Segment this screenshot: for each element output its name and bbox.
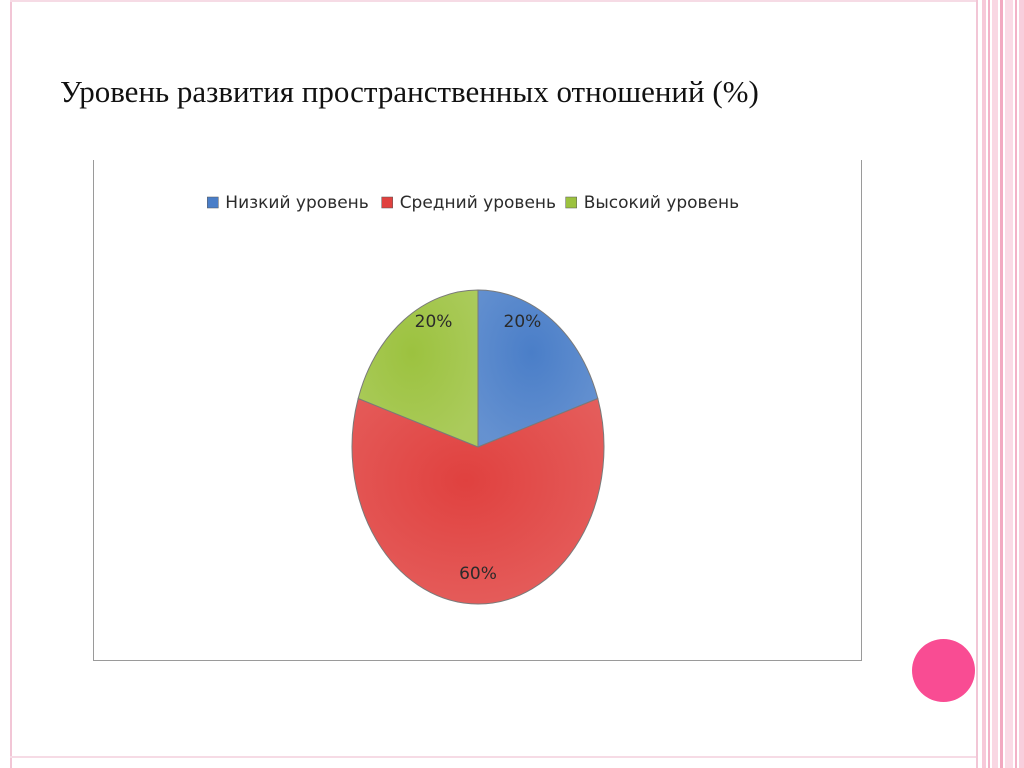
legend-swatch-medium xyxy=(381,196,393,209)
pie-slice-low xyxy=(477,289,599,448)
legend-label-high: Высокий уровень xyxy=(584,193,739,213)
chart-legend: Низкий уровень Средний уровень Высокий уро… xyxy=(207,193,739,213)
pie-slice-medium xyxy=(351,397,605,605)
decorative-stripes xyxy=(982,0,1024,768)
legend-label-low: Низкий уровень xyxy=(225,193,369,213)
slide-title: Уровень развития пространственных отноше… xyxy=(60,74,759,109)
data-label-medium: 60% xyxy=(459,564,497,584)
legend-swatch-low xyxy=(207,196,219,209)
page-indicator-dot xyxy=(912,639,975,702)
slide-frame-top xyxy=(10,0,978,2)
slide-frame-bottom xyxy=(10,756,978,758)
data-label-high: 20% xyxy=(415,312,453,332)
chart-area: Низкий уровень Средний уровень Высокий уро… xyxy=(93,160,862,661)
legend-swatch-high xyxy=(565,196,577,209)
pie-data-labels: 20% 60% 20% xyxy=(415,312,542,584)
slide-frame-right xyxy=(976,0,978,768)
pie-slice-high xyxy=(357,289,479,448)
pie-chart: Низкий уровень Средний уровень Высокий уро… xyxy=(207,193,739,605)
legend-label-medium: Средний уровень xyxy=(400,193,556,213)
slide-frame-left xyxy=(10,0,12,768)
pie-slices xyxy=(351,289,605,605)
data-label-low: 20% xyxy=(504,312,542,332)
